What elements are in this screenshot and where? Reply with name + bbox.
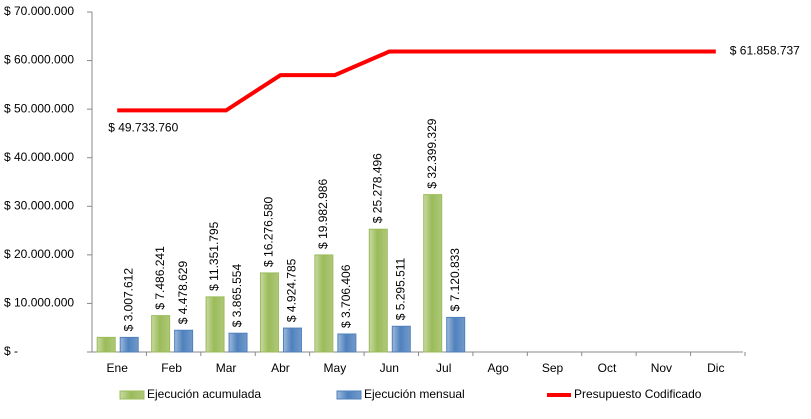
y-tick-label: $ 70.000.000 (4, 4, 74, 18)
y-tick-label: $ 60.000.000 (4, 53, 74, 67)
bar (174, 329, 194, 353)
bar (151, 315, 171, 353)
x-tick-label: May (324, 361, 347, 375)
bar (368, 228, 388, 353)
x-tick-label: Oct (598, 361, 617, 375)
bar (205, 296, 225, 353)
y-tick-label: $ 40.000.000 (4, 150, 74, 164)
x-tick-label: Ene (107, 361, 129, 375)
x-tick-label: Mar (216, 361, 237, 375)
y-tick-label: $ 30.000.000 (4, 198, 74, 212)
legend-swatch (119, 390, 145, 400)
y-tick-label: $ 50.000.000 (4, 101, 74, 115)
data-label: $ 16.276.580 (262, 197, 276, 267)
x-tick-label: Abr (271, 361, 290, 375)
bar (228, 332, 248, 353)
x-tick-label: Sep (542, 361, 564, 375)
line (117, 49, 716, 113)
data-label: $ 3.007.612 (121, 268, 135, 332)
data-label: $ 7.486.241 (153, 246, 167, 310)
data-label: $ 49.733.760 (108, 121, 178, 135)
data-label: $ 25.278.496 (370, 153, 384, 223)
x-tick-label: Ago (487, 361, 509, 375)
data-label: $ 61.858.737 (730, 44, 800, 58)
x-tick-label: Jun (380, 361, 399, 375)
bar (119, 336, 139, 353)
bar (337, 333, 357, 353)
data-label: $ 4.478.629 (176, 261, 190, 325)
bar (446, 316, 466, 353)
data-label: $ 4.924.785 (285, 258, 299, 322)
data-label: $ 3.706.406 (339, 264, 353, 328)
x-tick-label: Jul (436, 361, 451, 375)
data-label: $ 19.982.986 (316, 179, 330, 249)
data-label: $ 11.351.795 (207, 221, 221, 291)
bar (96, 336, 116, 353)
legend-label: Presupuesto Codificado (574, 387, 702, 401)
y-tick-label: $ - (4, 344, 18, 358)
x-tick-label: Feb (161, 361, 182, 375)
legend-label: Ejecución mensual (364, 387, 465, 401)
bar (259, 272, 279, 353)
legend-label: Ejecución acumulada (147, 387, 261, 401)
data-label: $ 5.295.511 (393, 257, 407, 320)
data-label: $ 32.399.329 (425, 118, 439, 188)
bar (314, 254, 334, 353)
bar (391, 325, 411, 353)
x-tick-label: Nov (651, 361, 672, 375)
x-tick-label: Dic (707, 361, 724, 375)
data-label: $ 7.120.833 (448, 248, 462, 312)
bar (423, 194, 443, 353)
legend-swatch (336, 390, 362, 400)
bar (282, 327, 302, 353)
data-label: $ 3.865.554 (230, 264, 244, 328)
y-tick-label: $ 20.000.000 (4, 247, 74, 261)
y-tick-label: $ 10.000.000 (4, 296, 74, 310)
